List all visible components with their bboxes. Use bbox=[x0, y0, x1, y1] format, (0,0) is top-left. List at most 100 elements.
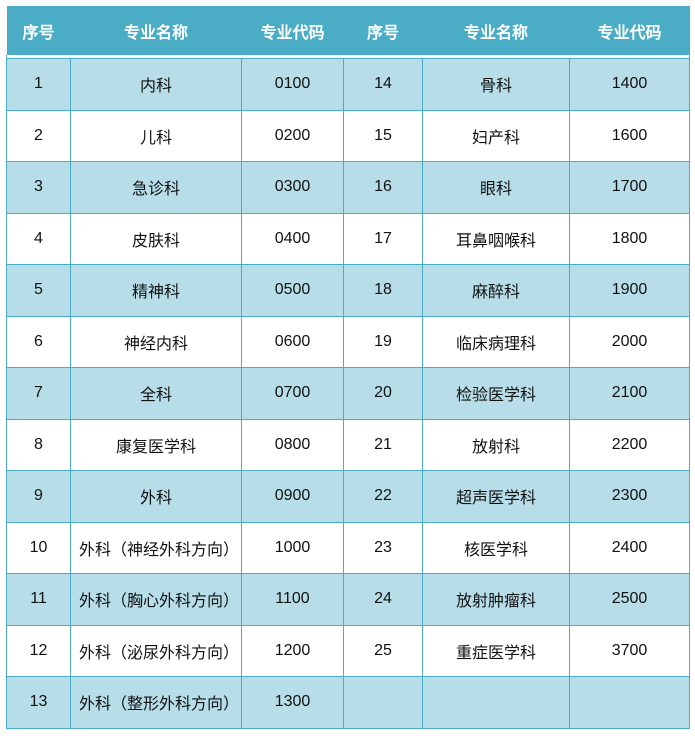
seq-cell: 16 bbox=[343, 161, 423, 214]
code-cell: 0600 bbox=[241, 315, 344, 368]
name-cell: 外科 bbox=[70, 470, 242, 523]
seq-cell: 9 bbox=[6, 470, 71, 523]
name-cell: 核医学科 bbox=[422, 521, 570, 574]
code-cell: 2100 bbox=[569, 367, 690, 420]
name-cell: 骨科 bbox=[422, 58, 570, 111]
name-cell: 麻醉科 bbox=[422, 264, 570, 317]
code-cell: 1900 bbox=[569, 264, 690, 317]
code-cell: 3700 bbox=[569, 624, 690, 677]
code-cell: 0800 bbox=[241, 418, 344, 471]
code-cell: 0500 bbox=[241, 264, 344, 317]
seq-cell: 15 bbox=[343, 109, 423, 162]
name-cell: 重症医学科 bbox=[422, 624, 570, 677]
header-gap bbox=[6, 55, 690, 59]
table-row: 7 全科 0700 20 检验医学科 2100 bbox=[6, 367, 690, 420]
seq-cell: 22 bbox=[343, 470, 423, 523]
seq-cell: 24 bbox=[343, 573, 423, 626]
seq-cell: 11 bbox=[6, 573, 71, 626]
seq-cell: 3 bbox=[6, 161, 71, 214]
seq-cell: 10 bbox=[6, 521, 71, 574]
seq-cell: 5 bbox=[6, 264, 71, 317]
code-cell: 0700 bbox=[241, 367, 344, 420]
code-cell: 0300 bbox=[241, 161, 344, 214]
table-row: 10 外科（神经外科方向） 1000 23 核医学科 2400 bbox=[6, 521, 690, 574]
name-cell: 放射科 bbox=[422, 418, 570, 471]
name-cell bbox=[422, 676, 570, 729]
table-row: 13 外科（整形外科方向） 1300 bbox=[6, 676, 690, 729]
code-cell: 1600 bbox=[569, 109, 690, 162]
name-cell: 超声医学科 bbox=[422, 470, 570, 523]
table-row: 3 急诊科 0300 16 眼科 1700 bbox=[6, 161, 690, 214]
table-row: 9 外科 0900 22 超声医学科 2300 bbox=[6, 470, 690, 523]
code-cell: 0900 bbox=[241, 470, 344, 523]
seq-cell: 8 bbox=[6, 418, 71, 471]
seq-cell: 21 bbox=[343, 418, 423, 471]
name-cell: 外科（整形外科方向） bbox=[70, 676, 242, 729]
code-cell bbox=[569, 676, 690, 729]
seq-cell: 2 bbox=[6, 109, 71, 162]
name-cell: 儿科 bbox=[70, 109, 242, 162]
seq-cell: 1 bbox=[6, 58, 71, 111]
code-cell: 2400 bbox=[569, 521, 690, 574]
seq-cell: 25 bbox=[343, 624, 423, 677]
name-cell: 妇产科 bbox=[422, 109, 570, 162]
name-cell: 外科（泌尿外科方向） bbox=[70, 624, 242, 677]
seq-cell: 20 bbox=[343, 367, 423, 420]
name-cell: 检验医学科 bbox=[422, 367, 570, 420]
seq-cell: 4 bbox=[6, 212, 71, 265]
seq-cell: 17 bbox=[343, 212, 423, 265]
name-cell: 急诊科 bbox=[70, 161, 242, 214]
code-cell: 0100 bbox=[241, 58, 344, 111]
name-cell: 皮肤科 bbox=[70, 212, 242, 265]
code-cell: 1300 bbox=[241, 676, 344, 729]
table-row: 8 康复医学科 0800 21 放射科 2200 bbox=[6, 418, 690, 471]
name-cell: 放射肿瘤科 bbox=[422, 573, 570, 626]
code-cell: 0400 bbox=[241, 212, 344, 265]
code-cell: 2500 bbox=[569, 573, 690, 626]
table-row: 6 神经内科 0600 19 临床病理科 2000 bbox=[6, 315, 690, 368]
code-cell: 1400 bbox=[569, 58, 690, 111]
seq-cell: 23 bbox=[343, 521, 423, 574]
seq-cell: 18 bbox=[343, 264, 423, 317]
name-cell: 临床病理科 bbox=[422, 315, 570, 368]
header-seq: 序号 bbox=[6, 6, 71, 55]
name-cell: 全科 bbox=[70, 367, 242, 420]
header-code: 专业代码 bbox=[241, 6, 344, 55]
table-row: 5 精神科 0500 18 麻醉科 1900 bbox=[6, 264, 690, 317]
name-cell: 康复医学科 bbox=[70, 418, 242, 471]
code-cell: 1000 bbox=[241, 521, 344, 574]
name-cell: 精神科 bbox=[70, 264, 242, 317]
code-cell: 2000 bbox=[569, 315, 690, 368]
header-name: 专业名称 bbox=[422, 6, 570, 55]
seq-cell: 12 bbox=[6, 624, 71, 677]
table-row: 4 皮肤科 0400 17 耳鼻咽喉科 1800 bbox=[6, 212, 690, 265]
table-row: 2 儿科 0200 15 妇产科 1600 bbox=[6, 109, 690, 162]
name-cell: 内科 bbox=[70, 58, 242, 111]
seq-cell: 13 bbox=[6, 676, 71, 729]
code-cell: 1100 bbox=[241, 573, 344, 626]
seq-cell bbox=[343, 676, 423, 729]
code-cell: 0200 bbox=[241, 109, 344, 162]
seq-cell: 6 bbox=[6, 315, 71, 368]
seq-cell: 7 bbox=[6, 367, 71, 420]
code-cell: 1200 bbox=[241, 624, 344, 677]
specialty-table: 序号 专业名称 专业代码 序号 专业名称 专业代码 1 内科 0100 14 骨科 140… bbox=[6, 6, 690, 729]
name-cell: 神经内科 bbox=[70, 315, 242, 368]
code-cell: 1800 bbox=[569, 212, 690, 265]
specialty-table-container: 序号 专业名称 专业代码 序号 专业名称 专业代码 1 内科 0100 14 骨科 140… bbox=[6, 6, 690, 729]
header-code: 专业代码 bbox=[569, 6, 690, 55]
name-cell: 耳鼻咽喉科 bbox=[422, 212, 570, 265]
code-cell: 2200 bbox=[569, 418, 690, 471]
code-cell: 1700 bbox=[569, 161, 690, 214]
code-cell: 2300 bbox=[569, 470, 690, 523]
gap-cell bbox=[6, 55, 690, 59]
header-name: 专业名称 bbox=[70, 6, 242, 55]
table-row: 12 外科（泌尿外科方向） 1200 25 重症医学科 3700 bbox=[6, 624, 690, 677]
header-row: 序号 专业名称 专业代码 序号 专业名称 专业代码 bbox=[6, 6, 690, 55]
seq-cell: 19 bbox=[343, 315, 423, 368]
name-cell: 外科（胸心外科方向） bbox=[70, 573, 242, 626]
name-cell: 外科（神经外科方向） bbox=[70, 521, 242, 574]
header-seq: 序号 bbox=[343, 6, 423, 55]
seq-cell: 14 bbox=[343, 58, 423, 111]
table-row: 11 外科（胸心外科方向） 1100 24 放射肿瘤科 2500 bbox=[6, 573, 690, 626]
